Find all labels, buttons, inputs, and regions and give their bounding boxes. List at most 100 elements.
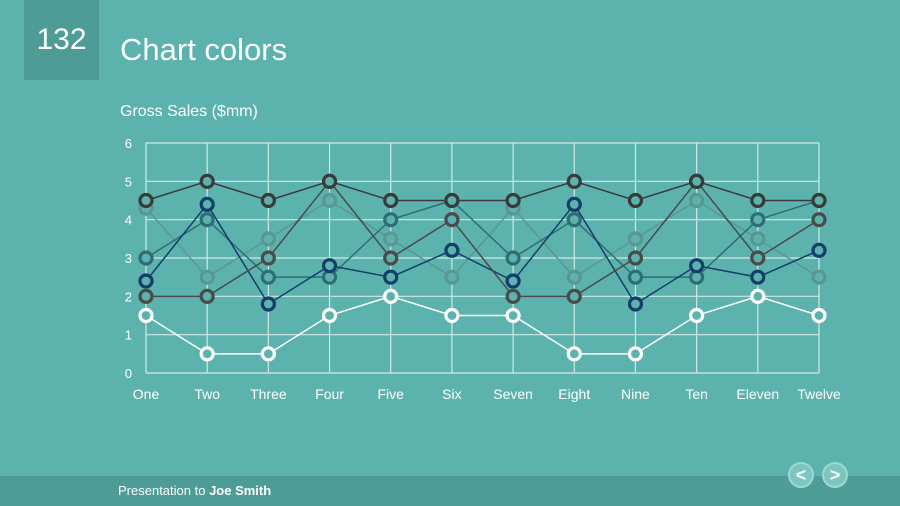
data-point-series-1: [199, 346, 215, 362]
x-tick-label: Seven: [493, 386, 533, 402]
data-point-series-5: [199, 288, 215, 304]
footer-bar: Presentation to Joe Smith: [0, 476, 900, 506]
footer-prefix: Presentation to: [118, 483, 210, 498]
data-point-series-6: [566, 173, 582, 189]
data-point-series-1: [689, 307, 705, 324]
x-tick-label: Five: [378, 386, 405, 402]
data-point-series-6: [138, 192, 154, 209]
data-point-series-1: [627, 346, 644, 362]
data-point-series-2: [627, 231, 644, 247]
data-point-series-5: [811, 212, 827, 228]
data-point-series-2: [260, 231, 276, 247]
data-point-series-2: [199, 269, 215, 285]
data-point-series-2: [689, 192, 705, 209]
data-point-series-4: [811, 242, 827, 258]
slide-number: 132: [24, 0, 99, 80]
y-tick-label: 6: [125, 136, 132, 151]
x-tick-label: Two: [194, 386, 220, 402]
data-point-series-4: [199, 196, 215, 212]
data-point-series-3: [138, 250, 154, 266]
data-point-series-6: [260, 192, 276, 209]
data-point-series-1: [444, 307, 460, 324]
y-tick-label: 0: [125, 366, 132, 381]
data-point-series-6: [444, 192, 460, 209]
series-line-1: [145, 295, 820, 355]
data-point-series-1: [383, 288, 399, 304]
y-tick-label: 5: [125, 174, 132, 189]
data-point-series-6: [383, 192, 399, 209]
slide-title: Chart colors: [120, 32, 288, 67]
data-point-series-3: [199, 212, 215, 228]
x-tick-label: Ten: [685, 386, 708, 402]
y-axis-ticks: 0 1 2 3 4 5 6: [125, 136, 132, 381]
data-point-series-4: [627, 296, 644, 312]
previous-slide-button[interactable]: <: [788, 462, 814, 488]
x-tick-label: Eleven: [736, 386, 779, 402]
data-point-series-4: [566, 196, 582, 212]
x-tick-label: Three: [250, 386, 287, 402]
y-tick-label: 3: [125, 251, 132, 266]
data-point-series-6: [811, 192, 827, 209]
x-tick-label: Four: [315, 386, 344, 402]
data-point-series-5: [383, 250, 399, 266]
data-point-series-6: [689, 173, 705, 189]
series-line-2: [145, 199, 820, 279]
data-point-series-5: [444, 212, 460, 228]
data-point-series-4: [689, 258, 705, 274]
data-point-series-3: [260, 269, 276, 285]
x-tick-label: Six: [442, 386, 461, 402]
data-point-series-1: [321, 307, 338, 324]
data-point-series-4: [444, 242, 460, 258]
data-point-series-5: [566, 288, 582, 304]
data-point-series-5: [260, 250, 276, 266]
data-point-series-2: [750, 231, 766, 247]
data-point-series-4: [505, 273, 521, 289]
x-tick-label: Twelve: [797, 386, 841, 402]
data-point-series-3: [383, 212, 399, 228]
data-point-series-1: [138, 307, 154, 324]
data-point-series-4: [750, 269, 766, 285]
data-point-series-2: [383, 231, 399, 247]
data-point-series-4: [383, 269, 399, 285]
data-point-series-1: [505, 307, 521, 324]
data-point-series-5: [750, 250, 766, 266]
data-point-series-4: [260, 296, 276, 312]
data-point-series-5: [627, 250, 644, 266]
chart-grid: [145, 142, 820, 374]
series-line-5: [146, 180, 820, 298]
data-point-series-1: [811, 307, 827, 324]
x-tick-label: Nine: [621, 386, 650, 402]
series-line-4: [145, 203, 820, 306]
x-axis-ticks: One Two Three Four Five Six Seven Eight Nine Ten E…: [133, 386, 841, 402]
data-point-series-2: [444, 269, 460, 285]
data-point-series-3: [750, 212, 766, 228]
chevron-right-icon: >: [829, 464, 841, 485]
next-slide-button[interactable]: >: [822, 462, 848, 488]
data-point-series-6: [321, 173, 338, 189]
x-tick-label: One: [133, 386, 160, 402]
series-line-6: [145, 180, 819, 202]
data-point-series-6: [750, 192, 766, 209]
data-point-series-1: [750, 288, 766, 304]
footer-text: Presentation to Joe Smith: [118, 483, 271, 498]
chart-title: Gross Sales ($mm): [120, 103, 258, 120]
data-point-series-5: [505, 288, 521, 304]
data-point-series-2: [811, 269, 827, 285]
chart-series: [138, 173, 827, 362]
y-tick-label: 4: [125, 213, 132, 228]
data-point-series-3: [566, 212, 582, 228]
data-point-series-4: [321, 258, 338, 274]
y-tick-label: 2: [125, 289, 132, 304]
data-point-series-1: [566, 346, 582, 362]
data-point-series-2: [321, 192, 338, 209]
x-tick-label: Eight: [558, 386, 590, 402]
data-point-series-6: [627, 192, 644, 209]
footer-presenter-name: Joe Smith: [209, 483, 272, 498]
data-point-series-3: [627, 269, 644, 285]
y-tick-label: 1: [125, 328, 132, 343]
data-point-series-1: [260, 346, 276, 362]
slide-number-text: 132: [36, 23, 87, 56]
chevron-left-icon: <: [795, 464, 807, 485]
data-point-series-6: [199, 173, 215, 189]
